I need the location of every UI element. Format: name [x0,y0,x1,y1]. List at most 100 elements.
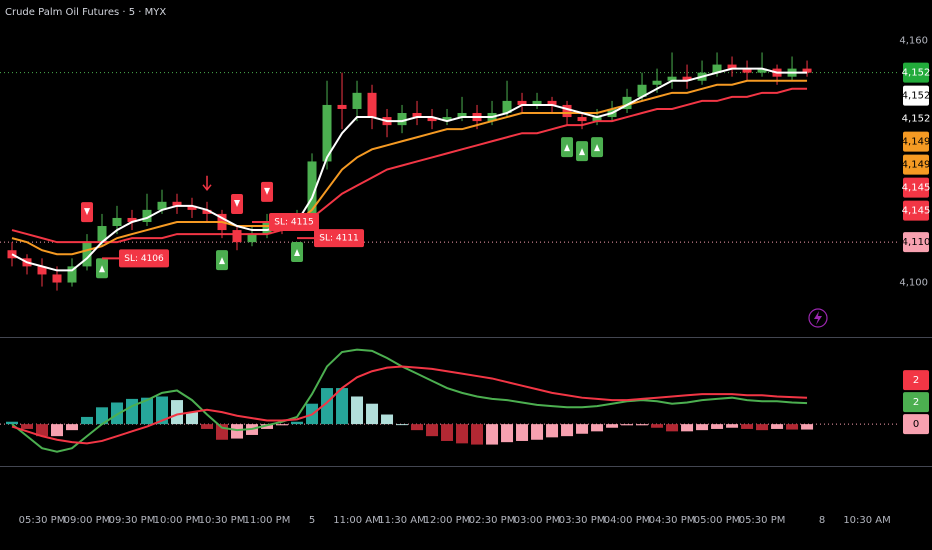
histogram-bar [546,424,559,438]
histogram-bar [756,424,769,431]
price-label: 4,152 [902,114,931,125]
stop-loss-box [314,229,365,248]
candle-body [592,117,602,122]
histogram-bar [381,414,394,425]
x-tick-label: 05:30 PM [19,515,66,526]
histogram-bar [456,424,469,444]
histogram-bar [606,424,619,428]
sell-arrow [84,208,91,216]
candle-body [67,266,77,283]
histogram-bar [81,416,94,425]
stop-loss-box [269,212,320,231]
x-tick-label: 5 [309,515,315,526]
histogram-bar [411,424,424,431]
histogram-bar [561,424,574,437]
histogram-bar [351,396,364,425]
histogram-bar [276,424,289,426]
price-label: 0 [913,419,919,430]
candle-body [232,230,242,243]
candle-body [187,205,197,210]
candle-body [247,234,257,243]
histogram-bar [471,424,484,445]
candle-body [262,221,272,235]
x-tick-label: 8 [819,515,825,526]
x-tick-label: 04:00 PM [604,515,651,526]
x-tick-label: 11:00 AM [333,515,380,526]
histogram-bar [366,403,379,425]
histogram-bar [396,424,409,426]
x-tick-label: 05:30 PM [739,515,786,526]
histogram-bar [66,424,79,431]
histogram-bar [726,424,739,428]
price-label-box [903,62,929,83]
candle-body [82,242,92,267]
candle-body [637,84,647,97]
histogram-bar [501,424,514,443]
x-tick-label: 10:30 PM [199,515,246,526]
buy-arrow [579,148,586,156]
stop-loss-label: SL: 4111 [319,234,359,244]
price-label-box [903,392,929,413]
histogram-bar [126,398,139,425]
price-label: 4,145 [902,183,931,194]
candle-body [367,92,377,118]
price-label-box [903,232,929,253]
price-label: 4,149 [902,137,931,148]
candle-body [397,113,407,126]
alert-icon[interactable] [808,308,828,328]
histogram-bar [231,424,244,439]
candle-body [682,76,692,81]
candle-body [112,217,122,227]
x-tick-label: 10:00 PM [154,515,201,526]
candle-body [532,100,542,105]
chart-title: Crude Palm Oil Futures · 5 · MYX [5,7,166,18]
histogram-bar [291,421,304,425]
candle-body [97,226,107,243]
candle-body [502,100,512,114]
histogram-bar [786,424,799,430]
candle-body [307,161,317,218]
histogram-bar [666,424,679,432]
x-tick-label: 09:00 PM [64,515,111,526]
buy-arrow [294,249,301,257]
histogram-bar [36,424,49,437]
x-tick-label: 05:00 PM [694,515,741,526]
candle-body [202,209,212,214]
candle-body [37,266,47,275]
sell-arrow [234,200,241,208]
candle-body [562,104,572,118]
candle-body [337,104,347,109]
indicator-line [11,365,808,445]
stop-loss-label: SL: 4115 [274,217,314,227]
price-label-box [903,177,929,198]
candle-body [127,217,137,222]
x-tick-label: 03:30 PM [559,515,606,526]
histogram-bar [636,424,649,426]
y-tick-label: 4,100 [899,278,928,289]
candle-body [757,68,767,73]
histogram-bar [681,424,694,432]
histogram-bar [516,424,529,441]
histogram-bar [141,397,154,425]
histogram-bar [96,407,109,425]
histogram-bar [426,424,439,437]
histogram-bar [576,424,589,434]
price-label: 4,152 [902,91,931,102]
price-label-box [903,414,929,435]
x-tick-label: 12:00 PM [424,515,471,526]
histogram-bar [201,424,214,429]
price-label-box [903,85,929,106]
price-label: 2 [913,397,919,408]
histogram-bar [321,388,334,425]
price-label: 4,152 [902,68,931,79]
histogram-bar [621,424,634,426]
histogram-bar [51,424,64,437]
candle-body [652,80,662,85]
y-tick-label: 4,160 [899,35,928,46]
histogram-bar [711,424,724,429]
histogram-bar [801,424,814,430]
candle-body [352,92,362,109]
histogram-bar [531,424,544,440]
